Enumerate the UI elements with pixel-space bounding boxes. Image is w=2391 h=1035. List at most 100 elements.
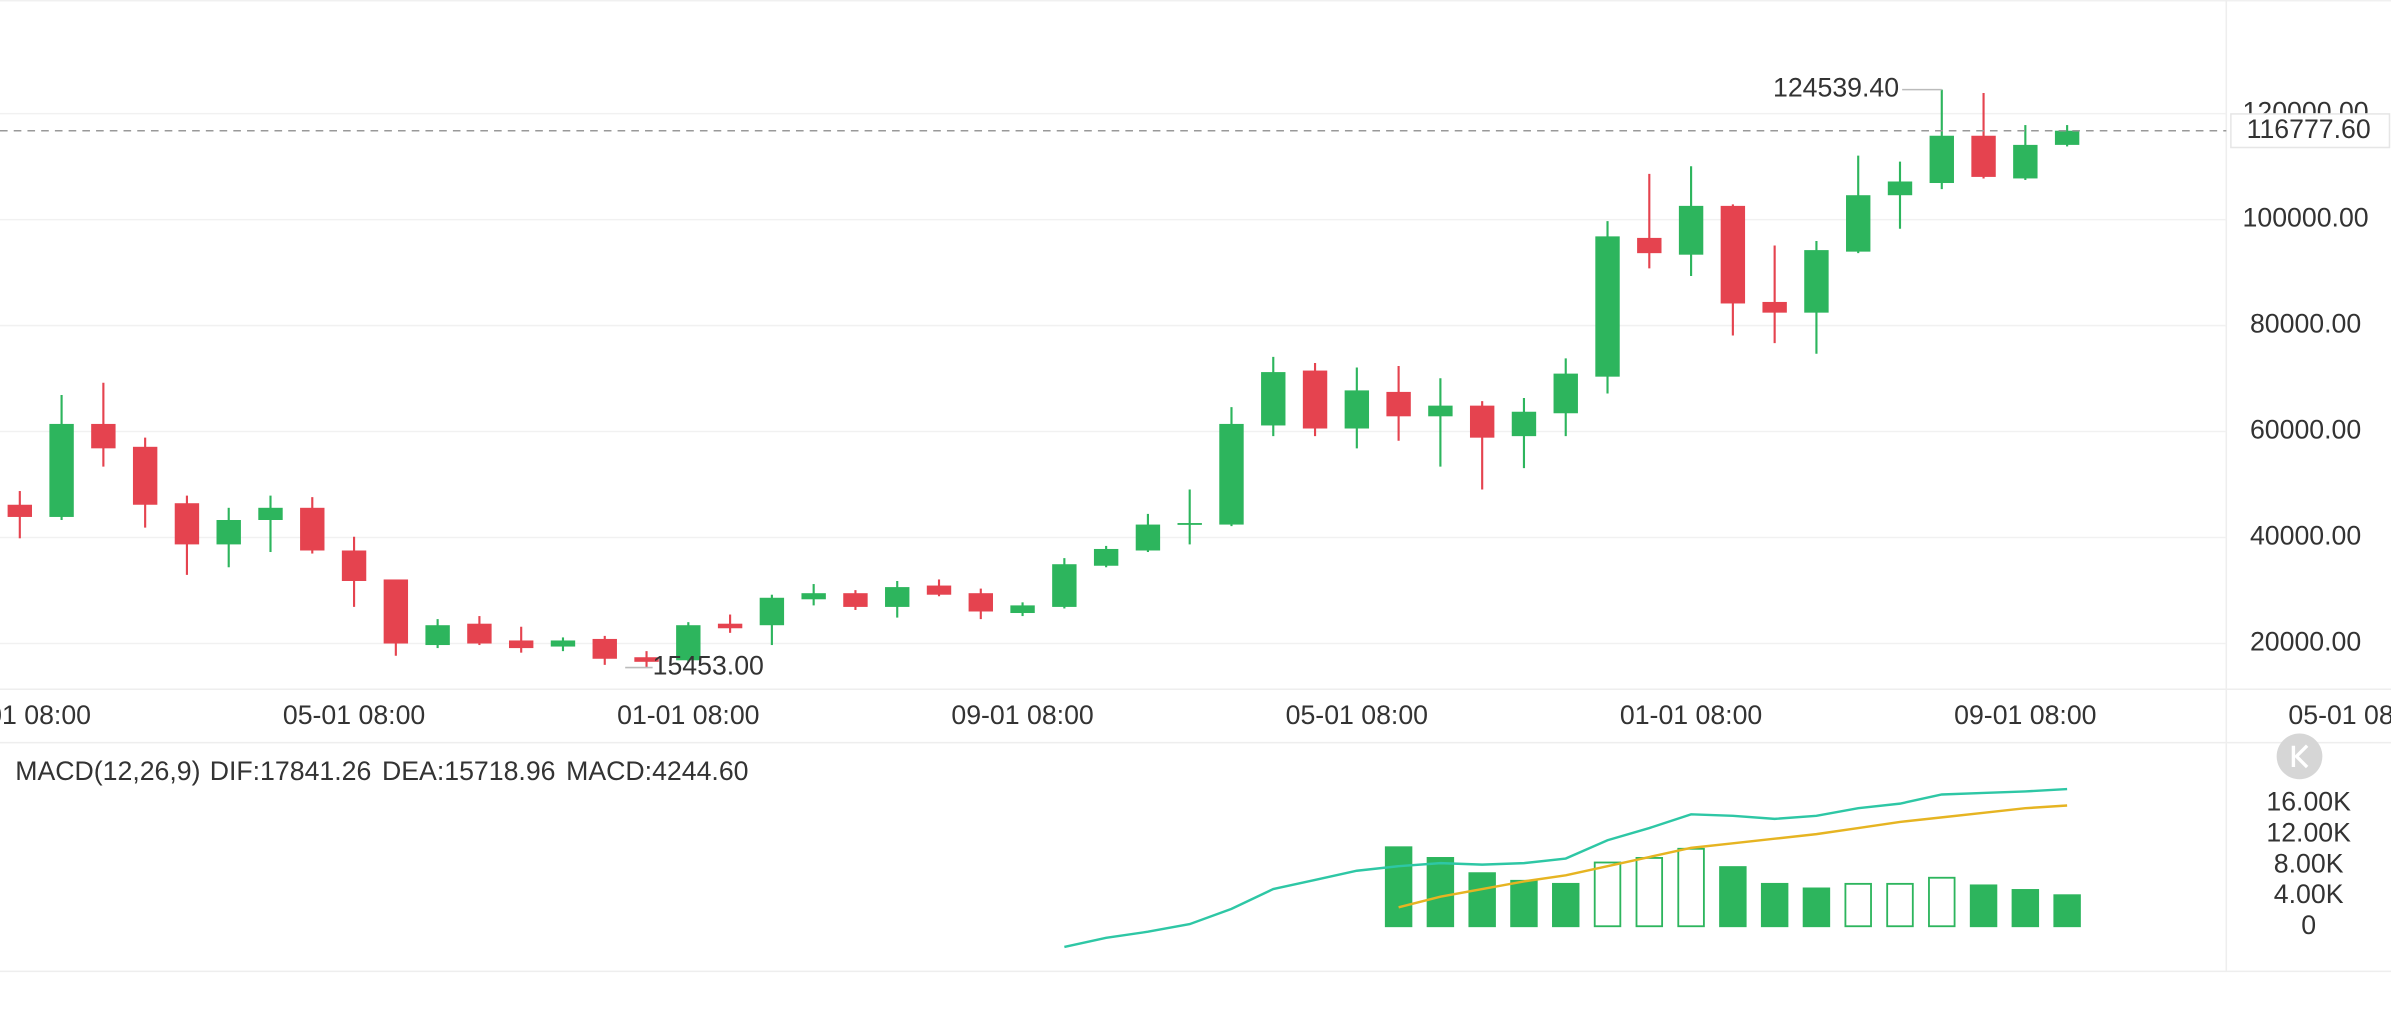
macd-bar	[1719, 866, 1747, 928]
candle-body	[174, 503, 200, 545]
candle-body	[1929, 135, 1954, 184]
candle-body	[1595, 236, 1620, 377]
candle-body	[1804, 250, 1829, 313]
candle-body	[1553, 373, 1578, 414]
candle-body	[425, 625, 450, 646]
candle-body	[801, 593, 826, 600]
x-tick-label: 09-01 08:00	[1954, 700, 2096, 730]
legend-entry: DIF:17841.26	[210, 756, 372, 786]
candle-body	[1720, 205, 1746, 304]
macd-bar	[1510, 879, 1538, 928]
x-tick-label: 05-01 08:00	[283, 700, 425, 730]
candle-body	[1135, 524, 1161, 551]
x-tick-label: 05-01 08:00	[1286, 700, 1428, 730]
macd-bar	[1886, 882, 1914, 928]
y-tick-label: 100000.00	[2243, 203, 2369, 233]
macd-bar	[2053, 894, 2081, 928]
x-tick-label: 09-01 08:00	[951, 700, 1093, 730]
candle-body	[1010, 605, 1035, 614]
candle-body	[1344, 390, 1370, 429]
candle-body	[759, 597, 785, 626]
macd-bar	[1844, 882, 1872, 928]
y-tick-label: 16.00K	[2266, 786, 2351, 816]
candle-body	[1637, 237, 1662, 254]
last-price-label: 116777.60	[2247, 114, 2371, 144]
macd-bar	[2011, 889, 2040, 928]
y-tick-label: 60000.00	[2250, 415, 2361, 445]
candle-body	[341, 550, 367, 581]
candle-body	[258, 507, 283, 520]
candle-body	[467, 623, 492, 644]
candle-body	[300, 507, 325, 551]
x-tick-label: 01-01 08:00	[617, 700, 759, 730]
macd-bar	[1468, 872, 1496, 928]
candle-body	[1177, 523, 1202, 525]
candle-body	[1469, 405, 1495, 438]
y-tick-label: 8.00K	[2274, 848, 2344, 878]
candle-body	[1386, 391, 1411, 417]
candle-body	[634, 657, 659, 662]
candle-body	[1971, 135, 1996, 177]
candle-body	[1887, 181, 1913, 196]
candle-body	[550, 640, 576, 647]
macd-line	[1064, 787, 2068, 949]
macd-bar	[1635, 857, 1664, 928]
button-icon[interactable]	[2291, 744, 2309, 769]
y-tick-label: 40000.00	[2250, 521, 2361, 551]
candle-body	[968, 593, 993, 612]
macd-bar	[1969, 884, 1998, 928]
low-label: 15453.00	[653, 651, 764, 681]
candle-body	[216, 519, 241, 545]
candle-body	[1052, 564, 1077, 607]
y-tick-label: 20000.00	[2250, 627, 2361, 657]
macd-bar	[1802, 887, 1831, 928]
candle-body	[1093, 548, 1119, 566]
candle-body	[1511, 411, 1537, 437]
candle-body	[2054, 130, 2080, 145]
macd-bar	[1426, 857, 1455, 928]
macd-bar	[1593, 861, 1622, 928]
indicator-title: MACD(12,26,9)	[15, 756, 200, 786]
candle-body	[885, 587, 910, 607]
collapse-button[interactable]	[2276, 733, 2323, 780]
macd-bar	[1384, 846, 1413, 928]
candle-body	[926, 585, 952, 595]
button-circle[interactable]	[2276, 733, 2323, 780]
macd-bar	[1760, 882, 1789, 928]
y-tick-label: 4.00K	[2274, 879, 2344, 909]
candle-body	[1302, 370, 1328, 429]
legend-entry: DEA:15718.96	[382, 756, 555, 786]
candle-body	[676, 625, 701, 661]
x-tick-label: 01-01 08:00	[1620, 700, 1762, 730]
macd-bar	[1677, 847, 1705, 928]
legend-entry: MACD:4244.60	[566, 756, 748, 786]
candle-body	[717, 623, 743, 629]
candle-body	[843, 593, 868, 607]
candles	[7, 89, 2080, 668]
x-tick-label: 05-01 08:00	[2288, 700, 2391, 730]
candle-body	[1428, 405, 1453, 417]
candle-body	[7, 504, 33, 517]
x-tick-label: 09-01 08:00	[0, 700, 91, 730]
high-label: 124539.40	[1773, 73, 1899, 103]
macd-line	[1398, 804, 2068, 909]
candle-body	[1678, 205, 1704, 255]
macd-bar	[1552, 882, 1580, 928]
candle-body	[2013, 144, 2038, 179]
macd-bar	[1928, 876, 1956, 928]
candle-body	[508, 640, 534, 649]
y-tick-label: 12.00K	[2266, 817, 2351, 847]
candle-body	[1762, 301, 1787, 313]
candle-body	[91, 423, 116, 449]
candle-body	[132, 446, 158, 505]
y-tick-label: 0	[2301, 910, 2316, 940]
candle-body	[383, 579, 409, 644]
candle-body	[1846, 195, 1871, 252]
candle-body	[1261, 372, 1286, 426]
last-price-tag	[2230, 113, 2391, 149]
y-tick-label: 80000.00	[2250, 309, 2361, 339]
candle-body	[592, 638, 617, 659]
candle-body	[1219, 423, 1244, 525]
